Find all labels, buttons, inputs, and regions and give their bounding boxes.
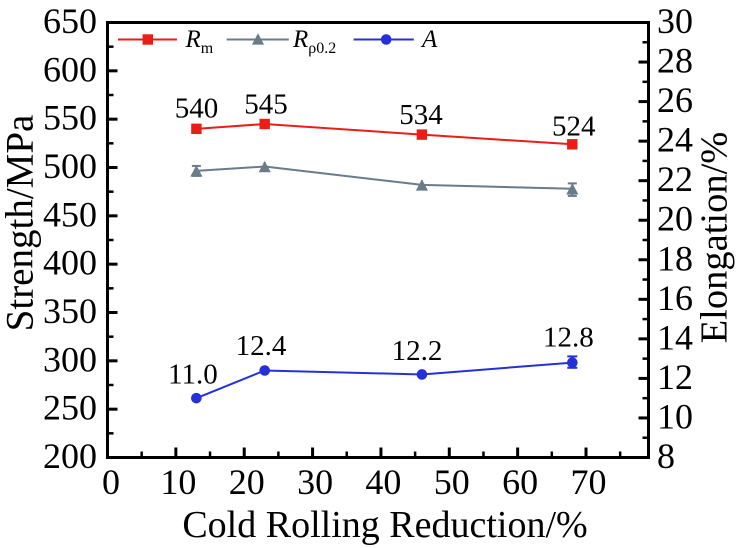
svg-text:8: 8 xyxy=(657,436,675,476)
svg-text:12.4: 12.4 xyxy=(236,330,287,362)
svg-text:22: 22 xyxy=(657,159,693,199)
svg-text:26: 26 xyxy=(657,80,693,120)
svg-text:12.8: 12.8 xyxy=(543,322,594,354)
svg-text:28: 28 xyxy=(657,41,693,81)
svg-text:500: 500 xyxy=(43,146,97,186)
svg-text:12: 12 xyxy=(657,357,693,397)
svg-text:540: 540 xyxy=(175,93,219,125)
svg-text:A: A xyxy=(420,26,438,53)
svg-text:12.2: 12.2 xyxy=(392,335,443,367)
svg-text:400: 400 xyxy=(43,243,97,283)
svg-text:0: 0 xyxy=(102,462,120,502)
svg-text:14: 14 xyxy=(657,317,693,357)
svg-text:545: 545 xyxy=(244,89,288,121)
svg-text:10: 10 xyxy=(657,397,693,437)
svg-text:200: 200 xyxy=(43,436,97,476)
svg-text:24: 24 xyxy=(657,120,693,160)
svg-text:10: 10 xyxy=(160,462,196,502)
svg-text:524: 524 xyxy=(552,111,596,143)
svg-text:16: 16 xyxy=(657,278,693,318)
svg-text:600: 600 xyxy=(43,49,97,89)
svg-text:550: 550 xyxy=(43,98,97,138)
svg-text:50: 50 xyxy=(434,462,470,502)
svg-text:60: 60 xyxy=(502,462,538,502)
svg-text:20: 20 xyxy=(657,199,693,239)
svg-text:30: 30 xyxy=(297,462,333,502)
svg-text:Elongation/%: Elongation/% xyxy=(694,132,736,344)
svg-text:350: 350 xyxy=(43,291,97,331)
svg-text:Cold Rolling Reduction/%: Cold Rolling Reduction/% xyxy=(182,504,587,546)
svg-text:Strength/MPa: Strength/MPa xyxy=(0,115,42,332)
svg-text:650: 650 xyxy=(43,1,97,41)
svg-text:250: 250 xyxy=(43,388,97,428)
svg-text:30: 30 xyxy=(657,1,693,41)
svg-text:18: 18 xyxy=(657,238,693,278)
svg-text:40: 40 xyxy=(365,462,401,502)
svg-text:450: 450 xyxy=(43,194,97,234)
svg-text:11.0: 11.0 xyxy=(168,359,218,391)
svg-text:534: 534 xyxy=(399,99,443,131)
svg-text:20: 20 xyxy=(229,462,265,502)
svg-text:70: 70 xyxy=(571,462,607,502)
svg-text:300: 300 xyxy=(43,339,97,379)
